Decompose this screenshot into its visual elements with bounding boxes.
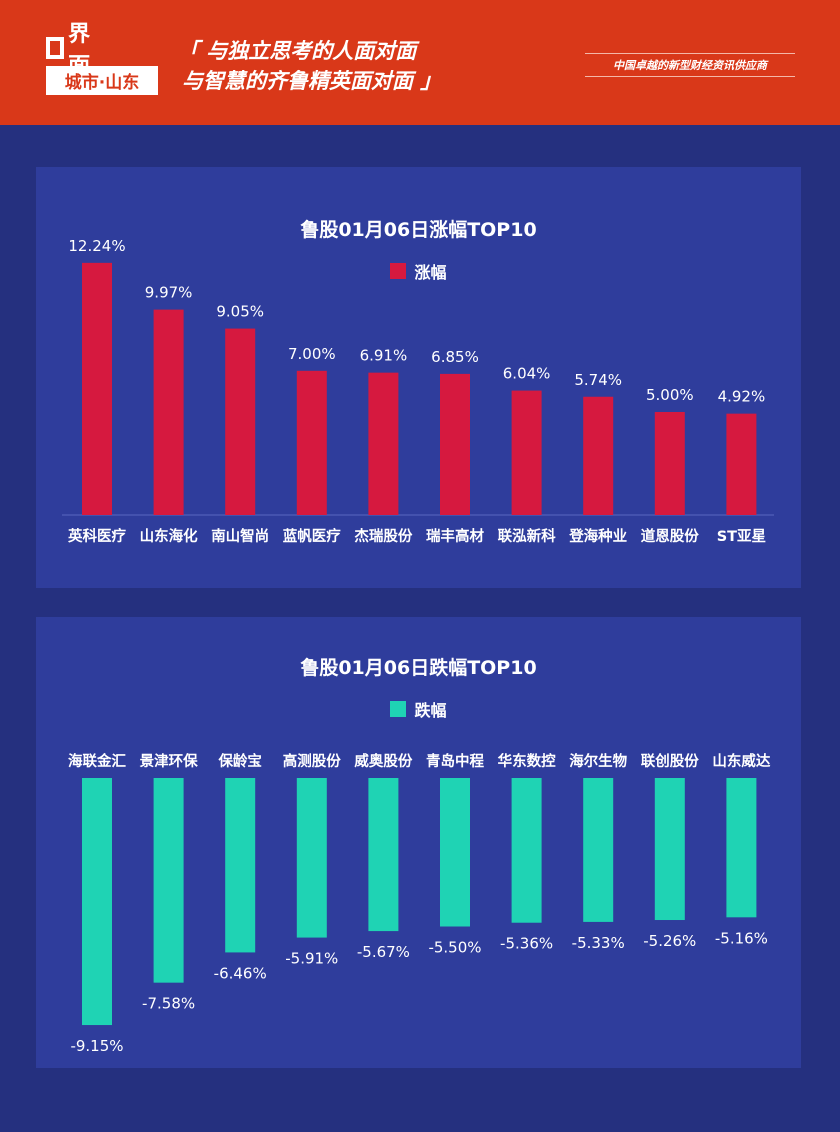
data-label: 7.00% [288,345,336,363]
bar [583,778,614,922]
bar [511,390,542,515]
category-label: 高测股份 [283,752,341,770]
tagline: 中国卓越的新型财经资讯供应商 [585,53,795,77]
category-label: 海联金汇 [68,752,126,770]
chart-legend: 跌幅 [36,697,801,721]
fall-chart-svg: -9.15% 海联金汇 -7.58% 景津环保 -6.46% 保龄宝 -5.91% 高测股份 -… [68,752,771,1055]
category-label: 青岛中程 [426,752,484,770]
slogan-line-1: 「 与独立思考的人面对面 [178,39,417,63]
category-label: 英科医疗 [68,527,126,545]
category-label: 杰瑞股份 [354,527,412,545]
category-label: 联泓新科 [498,527,556,545]
data-label: -7.58% [142,995,195,1013]
slogan-line-2: 与智慧的齐鲁精英面对面 」 [182,69,442,93]
bar [368,372,399,515]
category-label: ST亚星 [717,528,766,545]
category-label: 景津环保 [140,752,198,770]
category-label: 道恩股份 [641,527,699,545]
data-label: 5.00% [646,386,694,404]
bar [440,373,470,515]
bar [726,413,757,515]
data-label: -5.36% [500,935,553,953]
data-label: 5.74% [574,371,622,389]
bar [583,396,614,515]
bar [726,778,757,918]
category-label: 山东海化 [140,527,198,545]
logo-subtitle: 城市·山东 [46,66,158,95]
data-label: 6.04% [503,365,551,383]
data-label: -9.15% [70,1037,123,1055]
legend-label: 涨幅 [414,263,447,282]
category-label: 登海种业 [568,527,627,545]
data-label: -5.91% [285,950,338,968]
bar [296,370,327,515]
bar [153,778,184,983]
rise-chart-svg: 12.24% 英科医疗 9.97% 山东海化 9.05% 南山智尚 7.00% 蓝帆医疗 6.9… [62,237,774,545]
data-label: 9.05% [216,303,264,321]
bar [82,262,112,515]
data-label: 12.24% [68,237,125,255]
data-label: 6.85% [431,348,479,366]
bar [368,778,399,932]
legend-swatch [390,701,407,717]
data-label: -6.46% [214,964,267,982]
chart-title: 鲁股01月06日涨幅TOP10 [300,219,537,241]
logo-mark-icon [46,37,65,59]
category-label: 瑞丰高材 [426,527,484,545]
bar [153,309,184,515]
data-label: -5.67% [357,943,410,961]
bar [511,778,542,923]
category-label: 山东威达 [712,752,770,770]
bar [654,778,685,921]
legend-label: 跌幅 [414,701,447,720]
category-label: 海尔生物 [569,752,627,770]
legend-swatch [390,263,407,279]
data-label: -5.16% [715,929,768,947]
category-label: 威奥股份 [354,752,412,770]
rise-chart-panel: 鲁股01月06日涨幅TOP10 涨幅 12.24% 英科医疗 9.97% 山东海化 9.… [36,167,801,588]
logo: 界面 城市·山东 [46,22,158,95]
data-label: 6.91% [360,347,408,365]
header-banner: 界面 城市·山东 「 与独立思考的人面对面 与智慧的齐鲁精英面对面 」 中国卓越… [0,0,840,125]
bar [296,778,327,938]
data-label: 9.97% [145,284,193,302]
bar [440,778,470,927]
chart-title: 鲁股01月06日跌幅TOP10 [300,657,537,679]
slogan: 「 与独立思考的人面对面 与智慧的齐鲁精英面对面 」 [178,36,441,96]
category-label: 蓝帆医疗 [283,527,341,545]
category-label: 保龄宝 [217,752,262,770]
bar [225,328,256,515]
bar [82,778,112,1026]
category-label: 联创股份 [641,752,699,770]
data-label: -5.50% [428,939,481,957]
bar [225,778,256,953]
data-label: -5.33% [572,934,625,952]
fall-chart-panel: 鲁股01月06日跌幅TOP10 跌幅 -9.15% 海联金汇 -7.58% 景津环保 -… [36,617,801,1068]
data-label: 4.92% [718,388,766,406]
category-label: 华东数控 [498,752,556,770]
data-label: -5.26% [643,932,696,950]
category-label: 南山智尚 [211,527,269,545]
chart-legend: 涨幅 [36,259,801,283]
bar [654,412,685,515]
